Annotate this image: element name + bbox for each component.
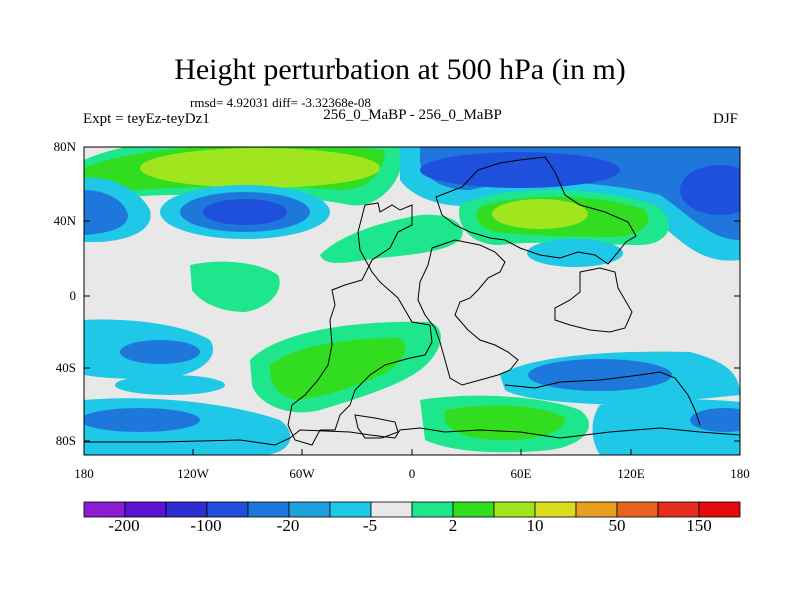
colorbar-swatch bbox=[124, 501, 167, 518]
contour-south-atlantic-mid bbox=[269, 338, 406, 400]
lat-label-80s: 80S bbox=[55, 433, 76, 448]
season-label: DJF bbox=[713, 111, 739, 127]
lon-label-60w: 60W bbox=[289, 466, 315, 481]
contour-north-east-dark-2 bbox=[680, 165, 740, 215]
colorbar-swatch bbox=[370, 501, 413, 518]
coastline-america bbox=[287, 202, 433, 446]
lat-tick-marks bbox=[84, 146, 740, 442]
contour-north-pacific-dark bbox=[203, 199, 287, 225]
coastline-australia bbox=[554, 267, 633, 333]
contour-south-pacific-mid bbox=[120, 340, 200, 364]
colorbar-swatch bbox=[329, 501, 372, 518]
colorbar-swatch bbox=[698, 501, 741, 518]
lon-label-60e: 60E bbox=[510, 466, 532, 481]
colorbar-label: 50 bbox=[608, 516, 626, 535]
lon-label-180-east: 180 bbox=[730, 466, 750, 481]
contour-tropical-west-positive bbox=[190, 261, 280, 312]
lon-label-120e: 120E bbox=[617, 466, 645, 481]
contour-southern-ocean-mid bbox=[84, 408, 200, 432]
contour-north-west-strong bbox=[140, 148, 380, 188]
colorbar-label: -5 bbox=[362, 516, 378, 535]
colorbar-label: 10 bbox=[526, 516, 544, 535]
lat-label-40n: 40N bbox=[53, 213, 76, 228]
lon-tick-marks bbox=[83, 449, 741, 455]
colorbar-swatch bbox=[616, 501, 659, 518]
plot-title: Height perturbation at 500 hPa (in m) bbox=[174, 53, 626, 86]
colorbar-swatch bbox=[657, 501, 700, 518]
contour-west-mid bbox=[84, 190, 128, 235]
colorbar-swatch bbox=[493, 501, 536, 518]
colorbar-label: -100 bbox=[190, 516, 222, 535]
lat-label-equator: 0 bbox=[69, 288, 77, 303]
case-label: 256_0_MaBP - 256_0_MaBP bbox=[323, 107, 502, 123]
lon-label-0: 0 bbox=[408, 466, 416, 481]
colorbar bbox=[83, 501, 741, 518]
contour-south-pacific-negative-2 bbox=[115, 375, 225, 395]
experiment-label: Expt = teyEz-teyDz1 bbox=[83, 111, 210, 127]
colorbar-swatch bbox=[288, 501, 331, 518]
lon-label-120w: 120W bbox=[177, 466, 209, 481]
colorbar-label: 150 bbox=[686, 516, 712, 535]
colorbar-swatch bbox=[452, 501, 495, 518]
colorbar-swatch bbox=[534, 501, 577, 518]
contour-south-indian-mid bbox=[528, 359, 672, 391]
coastline-eurasia bbox=[435, 156, 637, 265]
colorbar-label: -200 bbox=[108, 516, 140, 535]
colorbar-label: -20 bbox=[276, 516, 300, 535]
lon-label-180-west: 180 bbox=[74, 466, 94, 481]
colorbar-swatch bbox=[206, 501, 249, 518]
statistics-label: rmsd= 4.92031 diff= -3.32368e-08 bbox=[190, 95, 371, 110]
coastline-antarctic-peninsula bbox=[354, 414, 399, 439]
colorbar-swatch bbox=[83, 501, 126, 518]
lat-label-40s: 40S bbox=[55, 360, 76, 375]
contour-field bbox=[84, 147, 740, 455]
coastline-south-indian bbox=[504, 371, 701, 426]
colorbar-swatch bbox=[411, 501, 454, 518]
colorbar-swatch bbox=[575, 501, 618, 518]
contour-mid-east-strong bbox=[492, 199, 588, 229]
contour-atlantic-positive bbox=[320, 214, 463, 263]
coastline-africa bbox=[417, 239, 519, 386]
colorbar-swatch bbox=[247, 501, 290, 518]
coastline-antarctica bbox=[84, 427, 740, 446]
colorbar-swatch bbox=[165, 501, 208, 518]
colorbar-label: 2 bbox=[448, 516, 458, 535]
contour-southern-ocean-east-mid bbox=[690, 408, 740, 432]
contour-north-east-dark bbox=[420, 152, 620, 188]
lat-label-80n: 80N bbox=[53, 139, 76, 154]
contour-southern-ocean-strong bbox=[445, 405, 565, 440]
